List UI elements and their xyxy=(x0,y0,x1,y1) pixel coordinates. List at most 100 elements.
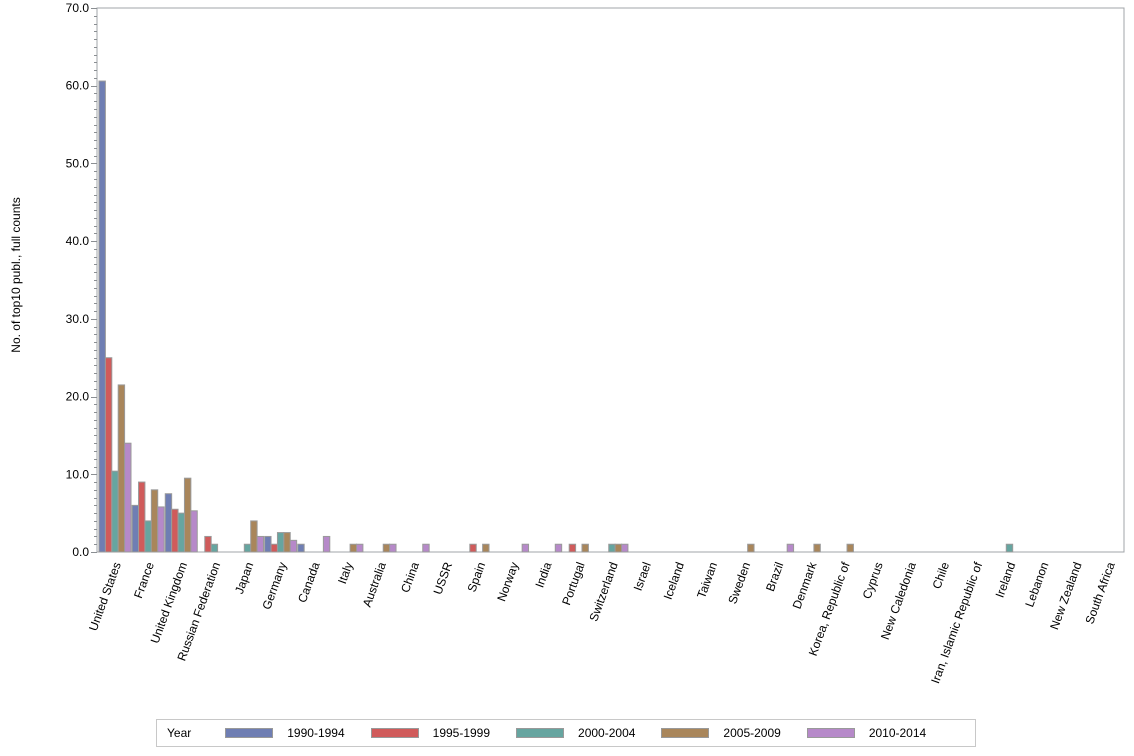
bar-group-united-kingdom xyxy=(164,477,198,553)
bar xyxy=(183,477,192,553)
bar-group-switzerland xyxy=(608,543,629,553)
bar xyxy=(210,543,219,553)
y-tick-label: 60.0 xyxy=(66,79,90,93)
plot-border xyxy=(96,7,1125,553)
bar xyxy=(131,504,140,553)
x-tick-label: New Zealand xyxy=(1047,560,1084,631)
legend-label: 1995-1999 xyxy=(432,726,491,740)
bar xyxy=(256,535,265,553)
x-tick-label: Denmark xyxy=(790,559,820,610)
bar xyxy=(276,532,285,553)
legend-label: 1990-1994 xyxy=(287,726,345,740)
legend-swatch xyxy=(516,728,565,738)
bar xyxy=(157,506,165,553)
legend-item-2000-2004: 2000-2004 xyxy=(516,726,635,740)
y-tick-label: 30.0 xyxy=(66,312,90,326)
legend-label: 2005-2009 xyxy=(723,726,781,740)
legend-item-2010-2014: 2010-2014 xyxy=(806,726,926,740)
bar xyxy=(111,470,119,553)
bar-group-united-states xyxy=(98,80,132,553)
bar xyxy=(581,543,589,553)
bar-group-ireland xyxy=(1005,543,1014,553)
bar-group-portugal xyxy=(568,543,589,553)
bar xyxy=(243,543,252,553)
x-tick-label: Italy xyxy=(335,560,356,585)
bar xyxy=(177,512,185,553)
y-axis-title: No. of top10 publ., full counts xyxy=(9,197,23,352)
bar xyxy=(389,543,397,553)
x-tick-label: China xyxy=(398,560,422,595)
bar-group-korea-republic-of xyxy=(846,543,854,553)
bar-group-china xyxy=(422,543,430,553)
x-tick-label: Chile xyxy=(930,560,953,591)
y-tick-label: 70.0 xyxy=(66,1,90,15)
bar xyxy=(322,535,331,553)
x-tick-label: Sweden xyxy=(725,560,753,606)
legend-title: Year xyxy=(167,726,192,740)
x-tick-label: Brazil xyxy=(763,560,786,593)
x-tick-label: South Africa xyxy=(1082,560,1117,626)
bar xyxy=(250,520,258,553)
bars xyxy=(98,80,1014,553)
plot-frame xyxy=(96,7,1125,553)
bar-group-norway xyxy=(521,543,530,553)
bar xyxy=(521,543,530,553)
bar xyxy=(356,543,364,553)
bar-group-spain xyxy=(469,543,490,553)
bar-group-italy xyxy=(349,543,364,553)
bar-group-sweden xyxy=(747,543,755,553)
bar xyxy=(124,442,132,553)
bar xyxy=(747,543,755,553)
bar xyxy=(614,543,623,553)
bar-group-france xyxy=(131,481,165,553)
bar xyxy=(117,384,126,553)
bar-group-australia xyxy=(382,543,397,553)
bar xyxy=(297,543,305,553)
bar xyxy=(171,508,179,553)
x-tick-label: India xyxy=(532,560,554,590)
bar xyxy=(469,543,477,553)
x-tick-label: Ireland xyxy=(993,560,1019,599)
bar xyxy=(568,543,577,553)
legend-swatch xyxy=(661,728,710,738)
bar xyxy=(786,543,795,553)
y-tick-label: 50.0 xyxy=(66,156,90,170)
legend-item-1995-1999: 1995-1999 xyxy=(370,726,491,740)
bar xyxy=(270,543,278,553)
bar xyxy=(608,543,616,553)
bar-group-canada xyxy=(297,535,331,553)
x-tick-label: United States xyxy=(86,560,124,632)
bar xyxy=(283,532,291,553)
bar xyxy=(138,481,146,553)
bar xyxy=(813,543,821,553)
bar-group-russian-federation xyxy=(204,535,219,553)
bar-group-japan xyxy=(243,520,265,553)
bar xyxy=(104,357,113,553)
x-tick-label: Canada xyxy=(295,560,323,605)
bar xyxy=(204,535,212,553)
y-tick-label: 10.0 xyxy=(66,467,90,481)
bar xyxy=(264,535,272,553)
y-axis: 0.0 10.0 20.0 30.0 40.0 50.0 60.0 70.0 xyxy=(66,1,97,559)
x-tick-label: Norway xyxy=(494,560,521,603)
x-tick-label: France xyxy=(131,560,157,600)
bar xyxy=(98,80,106,553)
x-tick-label: Australia xyxy=(360,560,389,609)
legend-swatch xyxy=(806,728,855,738)
x-tick-label: Switzerland xyxy=(586,560,620,623)
x-tick-label: Taiwan xyxy=(694,560,720,600)
x-tick-label: New Caledonia xyxy=(878,560,919,642)
bar xyxy=(150,489,159,553)
bar-group-denmark xyxy=(813,543,821,553)
bar-group-india xyxy=(554,543,563,553)
bar-group-germany xyxy=(264,532,298,553)
legend-swatch xyxy=(370,728,419,738)
legend-label: 2000-2004 xyxy=(578,726,636,740)
bar-group-brazil xyxy=(786,543,795,553)
y-tick-label: 0.0 xyxy=(72,545,89,559)
bar xyxy=(144,520,152,553)
bar xyxy=(846,543,854,553)
bar xyxy=(349,543,358,553)
x-tick-label: Germany xyxy=(259,560,289,611)
